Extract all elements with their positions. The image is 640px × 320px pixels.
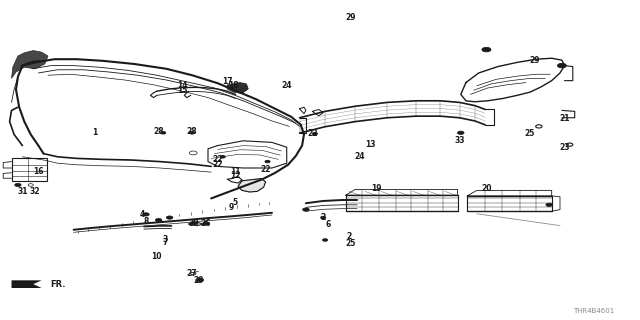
Text: 8: 8 (143, 217, 148, 226)
Text: 20: 20 (481, 184, 492, 193)
Text: 21: 21 (559, 114, 570, 123)
Text: 28: 28 (154, 127, 164, 136)
Circle shape (323, 239, 328, 241)
Circle shape (15, 183, 21, 187)
Text: 29: 29 (529, 56, 540, 65)
Circle shape (189, 132, 195, 134)
Text: 2: 2 (321, 213, 326, 222)
Text: 18: 18 (228, 81, 239, 90)
Text: 26: 26 (201, 220, 211, 228)
Circle shape (546, 203, 552, 206)
Text: 16: 16 (33, 167, 44, 176)
Circle shape (143, 213, 149, 216)
Text: 15: 15 (177, 86, 188, 95)
Polygon shape (12, 51, 48, 78)
Text: 23: 23 (559, 143, 570, 152)
Text: 27: 27 (187, 269, 197, 278)
Circle shape (166, 216, 173, 219)
Circle shape (312, 132, 317, 135)
Text: 12: 12 (230, 171, 241, 180)
Circle shape (190, 222, 196, 225)
Text: 25: 25 (525, 129, 535, 138)
Text: 2: 2 (346, 232, 351, 241)
Bar (12, 158, 47, 181)
Text: 29: 29 (346, 13, 356, 22)
Text: 33: 33 (454, 136, 465, 145)
Text: 24: 24 (355, 152, 365, 161)
Text: 28: 28 (187, 127, 197, 136)
Text: 13: 13 (365, 140, 375, 149)
Text: 19: 19 (371, 184, 381, 193)
Polygon shape (12, 280, 42, 288)
Text: 22: 22 (212, 156, 223, 164)
Text: 6: 6 (325, 220, 330, 229)
Text: 4: 4 (140, 210, 145, 219)
Text: 7: 7 (163, 238, 168, 247)
Circle shape (482, 47, 491, 52)
Text: THR4B4601: THR4B4601 (573, 308, 614, 314)
Circle shape (161, 132, 166, 134)
Circle shape (321, 216, 326, 219)
Circle shape (303, 208, 309, 211)
Circle shape (196, 278, 204, 282)
Text: 30: 30 (188, 220, 198, 228)
Text: 17: 17 (222, 77, 232, 86)
Circle shape (156, 219, 162, 222)
Circle shape (557, 63, 566, 68)
Text: FR.: FR. (50, 280, 65, 289)
Text: 1: 1 (92, 128, 97, 137)
Text: 9: 9 (229, 203, 234, 212)
Text: 3: 3 (163, 235, 168, 244)
Text: 29: 29 (193, 276, 204, 285)
Text: 11: 11 (230, 167, 241, 176)
Text: 22: 22 (260, 165, 271, 174)
Text: 10: 10 (152, 252, 162, 261)
Text: 22: 22 (212, 160, 223, 169)
Text: 5: 5 (233, 198, 238, 207)
Polygon shape (227, 83, 248, 93)
Circle shape (265, 160, 270, 163)
Text: 24: 24 (282, 81, 292, 90)
Text: 25: 25 (346, 239, 356, 248)
Text: 31: 31 (17, 188, 28, 196)
Circle shape (458, 131, 464, 134)
Circle shape (203, 222, 209, 225)
Polygon shape (238, 179, 266, 192)
Text: 14: 14 (177, 81, 188, 90)
Text: 32: 32 (30, 188, 40, 196)
Text: 22: 22 (307, 129, 317, 138)
Circle shape (220, 156, 225, 158)
